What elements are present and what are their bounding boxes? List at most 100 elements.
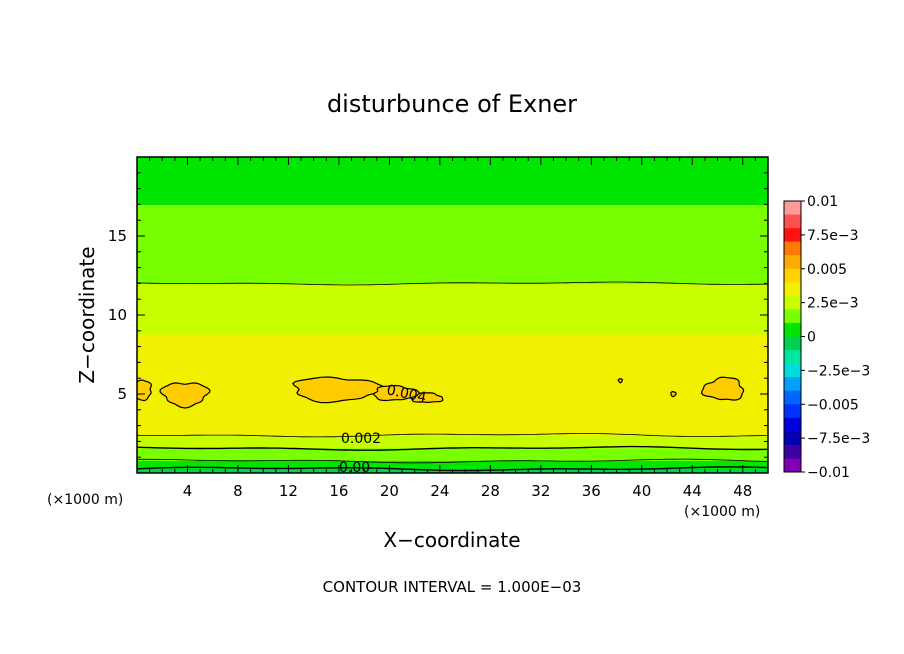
- colorbar-swatch: [784, 255, 801, 270]
- color-band: [137, 174, 768, 177]
- color-band: [137, 460, 768, 463]
- colorbar-swatch: [784, 228, 801, 242]
- colorbar-swatch: [784, 390, 801, 405]
- color-band: [137, 455, 768, 458]
- color-band: [137, 264, 768, 267]
- colorbar-swatch: [784, 282, 801, 297]
- color-band: [137, 416, 768, 419]
- color-band: [137, 193, 768, 196]
- color-band: [137, 224, 768, 228]
- color-band: [137, 217, 768, 220]
- color-band: [137, 346, 768, 349]
- color-band: [137, 308, 768, 311]
- contour-interval-text: CONTOUR INTERVAL = 1.000E−03: [323, 578, 582, 596]
- color-band: [137, 177, 768, 180]
- color-band: [137, 213, 768, 217]
- contour-line: [137, 433, 768, 438]
- color-band: [137, 368, 768, 371]
- color-band: [137, 310, 768, 313]
- color-band: [137, 296, 768, 299]
- color-band: [137, 370, 768, 373]
- color-band: [137, 444, 768, 447]
- colorbar-swatch: [784, 431, 801, 446]
- y-tick-label: 5: [117, 385, 127, 403]
- color-band: [137, 204, 768, 207]
- color-band: [137, 288, 768, 291]
- color-band: [137, 442, 768, 446]
- color-band: [137, 294, 768, 297]
- color-band: [137, 239, 768, 242]
- color-band: [137, 422, 768, 425]
- color-band: [137, 392, 768, 395]
- color-band: [137, 412, 768, 416]
- color-band: [137, 360, 768, 363]
- color-band: [137, 333, 768, 337]
- color-band: [137, 403, 768, 406]
- x-tick-label: 28: [481, 482, 500, 500]
- color-band: [137, 307, 768, 310]
- colorbar-swatch: [784, 417, 801, 432]
- color-band: [137, 210, 768, 213]
- color-band: [137, 311, 768, 315]
- color-band: [137, 223, 768, 226]
- color-band: [137, 236, 768, 239]
- color-band: [137, 196, 768, 199]
- color-band: [137, 207, 768, 210]
- color-band: [137, 341, 768, 345]
- color-band: [137, 201, 768, 204]
- color-band: [137, 237, 768, 240]
- color-band: [137, 408, 768, 411]
- color-band: [137, 449, 768, 452]
- color-band: [137, 357, 768, 360]
- color-band: [137, 299, 768, 302]
- color-band: [137, 228, 768, 231]
- color-band: [137, 247, 768, 250]
- color-band: [137, 267, 768, 270]
- color-band: [137, 349, 768, 352]
- color-band: [137, 352, 768, 356]
- color-band: [137, 289, 768, 292]
- anomaly-contour: [700, 376, 745, 401]
- color-band: [137, 401, 768, 405]
- anomaly-contour: [159, 382, 211, 409]
- color-band: [137, 425, 768, 428]
- colorbar-label: −0.01: [807, 465, 850, 481]
- color-band: [137, 272, 768, 275]
- contour-label-002: 0.002: [341, 431, 381, 447]
- color-band: [137, 261, 768, 264]
- contour-line: [137, 458, 768, 464]
- color-band: [137, 414, 768, 417]
- color-band: [137, 329, 768, 332]
- x-tick-label: 48: [733, 482, 752, 500]
- color-band: [137, 411, 768, 414]
- color-band: [137, 171, 768, 174]
- x-tick-label: 32: [531, 482, 550, 500]
- color-band: [137, 351, 768, 354]
- color-band: [137, 164, 768, 168]
- color-band: [137, 270, 768, 273]
- color-band: [137, 198, 768, 201]
- color-band: [137, 318, 768, 321]
- color-band: [137, 439, 768, 442]
- color-band: [137, 382, 768, 386]
- color-band: [137, 297, 768, 300]
- color-band: [137, 262, 768, 266]
- color-band: [137, 463, 768, 466]
- colorbar-swatch: [784, 268, 801, 283]
- color-band: [137, 424, 768, 427]
- color-band: [137, 254, 768, 258]
- color-band: [137, 286, 768, 289]
- color-band: [137, 343, 768, 346]
- color-band: [137, 409, 768, 412]
- color-band: [137, 305, 768, 308]
- color-band: [137, 324, 768, 327]
- color-band: [137, 384, 768, 387]
- y-axis-title: Z−coordinate: [75, 246, 99, 383]
- color-band: [137, 389, 768, 392]
- color-band: [137, 161, 768, 164]
- colorbar-swatch: [784, 404, 801, 419]
- color-band: [137, 313, 768, 316]
- color-band: [137, 354, 768, 357]
- color-band: [137, 248, 768, 251]
